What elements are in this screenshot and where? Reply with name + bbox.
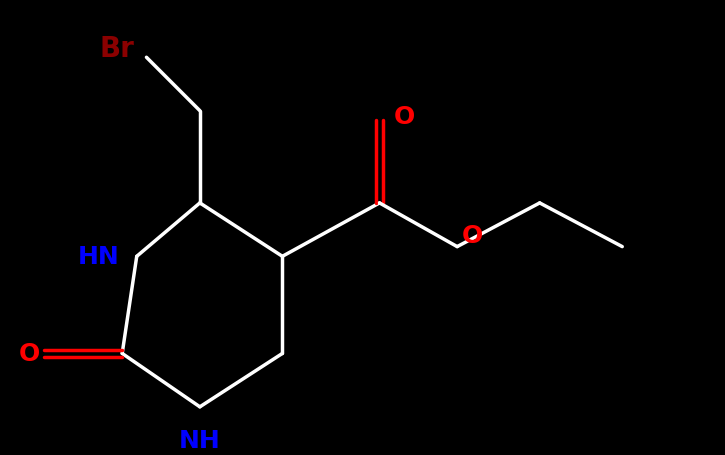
- Text: O: O: [462, 223, 484, 248]
- Text: Br: Br: [100, 35, 135, 62]
- Text: O: O: [18, 342, 40, 366]
- Text: O: O: [394, 104, 415, 128]
- Text: NH: NH: [179, 428, 220, 452]
- Text: HN: HN: [78, 245, 119, 269]
